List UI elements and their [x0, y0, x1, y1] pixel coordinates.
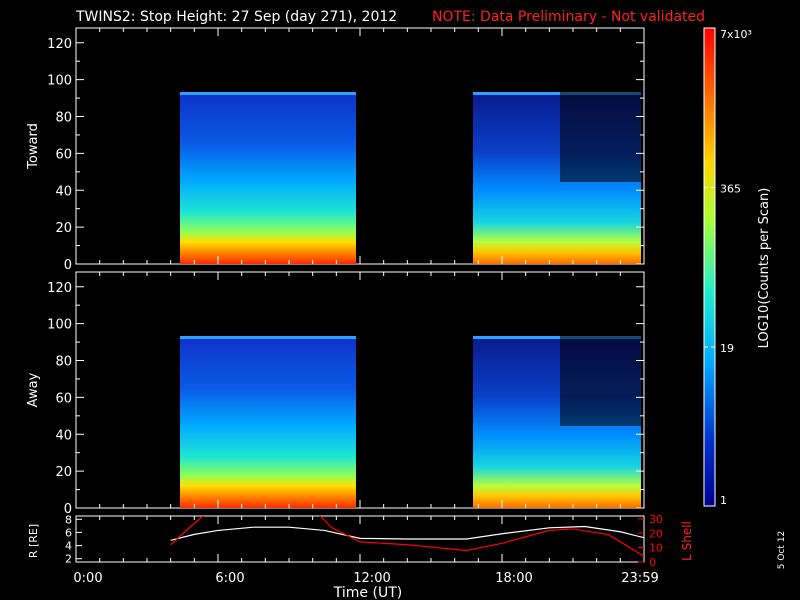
away-data-block-2 — [473, 336, 641, 508]
x-tick-label: 23:59 — [621, 571, 658, 586]
toward-data-block-2 — [473, 92, 641, 264]
y-tick-label: 80 — [55, 355, 72, 370]
toward-panel: 120 100 80 60 40 20 0 Toward — [26, 27, 645, 273]
away-y-label: Away — [26, 372, 41, 407]
orbit-left-tick-label: 2 — [65, 553, 72, 566]
date-stamp: 5 Oct 12 — [777, 531, 787, 569]
y-tick-label: 100 — [47, 74, 72, 89]
y-tick-label: 120 — [47, 37, 72, 52]
away-panel: 120 100 80 60 40 20 0 Away — [26, 271, 645, 517]
colorbar: 7x10³ 365 19 1 LOG10(Counts per Scan) — [703, 27, 772, 507]
x-axis-ticks: 0:00 6:00 12:00 18:00 23:59 — [73, 28, 659, 586]
x-tick-label: 0:00 — [73, 571, 102, 586]
colorbar-gradient — [703, 27, 716, 507]
y-tick-label: 60 — [55, 391, 72, 406]
orbit-right-label: L Shell — [680, 521, 694, 561]
l-shell-line — [170, 516, 644, 557]
orbit-right-tick-label: 20 — [649, 527, 663, 540]
colorbar-tick-label: 7x10³ — [720, 28, 752, 41]
orbit-left-tick-label: 4 — [65, 540, 72, 553]
y-tick-label: 20 — [55, 465, 72, 480]
away-data-block-1 — [180, 336, 356, 508]
x-tick-label: 18:00 — [495, 571, 532, 586]
preliminary-note: NOTE: Data Preliminary - Not validated — [432, 9, 705, 25]
toward-y-ticks: 120 100 80 60 40 20 0 — [47, 37, 644, 273]
orbit-right-tick-label: 30 — [649, 513, 663, 526]
orbit-right-tick-label: 10 — [649, 542, 663, 555]
toward-data-block-1 — [180, 92, 356, 264]
away-y-ticks: 120 100 80 60 40 20 0 — [47, 281, 644, 517]
colorbar-label: LOG10(Counts per Scan) — [757, 188, 772, 349]
colorbar-tick-label: 365 — [720, 182, 741, 195]
y-tick-label: 0 — [64, 258, 72, 273]
y-tick-label: 40 — [55, 428, 72, 443]
y-tick-label: 60 — [55, 147, 72, 162]
y-tick-label: 120 — [47, 281, 72, 296]
toward-y-label: Toward — [26, 123, 41, 170]
x-tick-label: 6:00 — [215, 571, 244, 586]
orbit-left-label: R [RE] — [27, 524, 40, 558]
y-tick-label: 0 — [64, 502, 72, 517]
r-earth-radii-line — [170, 525, 644, 541]
y-tick-label: 100 — [47, 318, 72, 333]
orbit-lines — [170, 516, 644, 557]
orbit-left-tick-label: 6 — [65, 526, 72, 539]
orbit-right-tick-label: 0 — [649, 556, 656, 569]
colorbar-ticks: 7x10³ 365 19 1 — [704, 27, 752, 507]
orbit-left-tick-label: 8 — [65, 513, 72, 526]
x-axis-label: Time (UT) — [333, 585, 402, 600]
figure-title: TWINS2: Stop Height: 27 Sep (day 271), 2… — [75, 9, 397, 25]
y-tick-label: 80 — [55, 111, 72, 126]
y-tick-label: 40 — [55, 184, 72, 199]
y-tick-label: 20 — [55, 221, 72, 236]
colorbar-tick-label: 19 — [720, 342, 734, 355]
x-tick-label: 12:00 — [353, 571, 390, 586]
colorbar-tick-label: 1 — [720, 494, 727, 507]
